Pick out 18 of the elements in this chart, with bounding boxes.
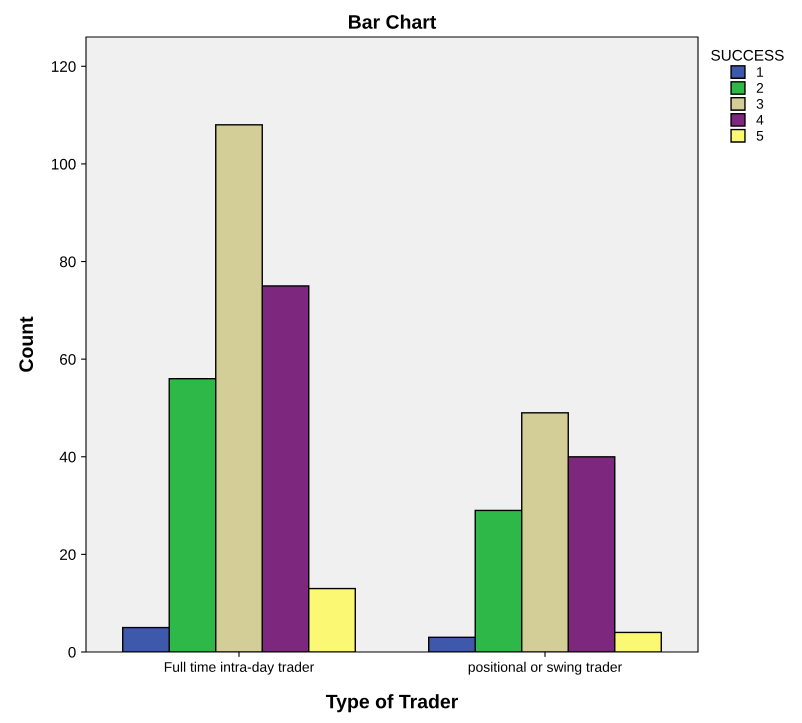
y-tick-label: 100: [52, 158, 76, 170]
legend-label: 2: [756, 83, 764, 93]
y-tick-label: 20: [60, 549, 76, 560]
x-axis-title: Type of Trader: [326, 694, 458, 712]
legend-title: SUCCESS: [711, 50, 784, 61]
y-tick-label: 40: [60, 452, 76, 462]
y-tick-label: 0: [68, 646, 76, 658]
x-tick-label: Full time intra-day trader: [164, 662, 314, 675]
y-tick-label: 80: [60, 256, 76, 268]
y-tick-label: 60: [60, 354, 76, 365]
legend-label: 3: [756, 98, 764, 109]
legend-label: 1: [757, 67, 764, 77]
legend-label: 4: [756, 115, 764, 125]
y-tick-label: 120: [52, 61, 76, 72]
legend-label: 5: [756, 130, 764, 141]
y-axis-title: Count: [19, 316, 34, 372]
x-tick-label: positional or swing trader: [468, 662, 622, 675]
chart-title: Bar Chart: [349, 14, 436, 29]
